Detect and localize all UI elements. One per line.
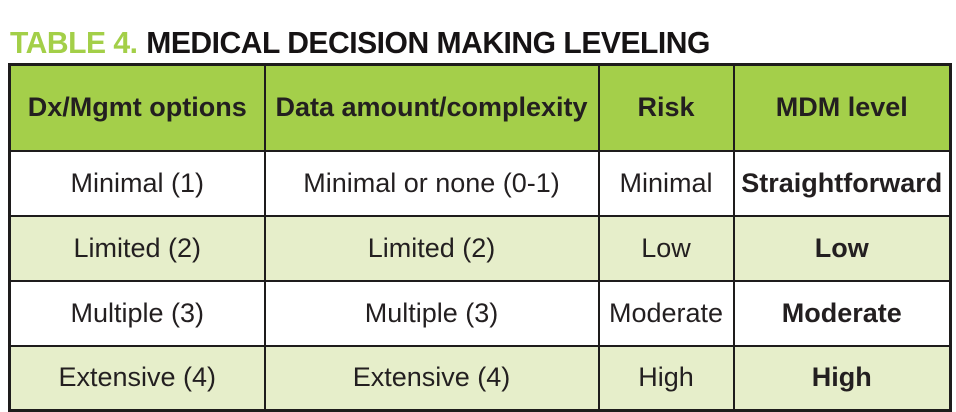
cell-data-complexity: Limited (2)	[263, 214, 600, 282]
cell-data-complexity: Extensive (4)	[263, 344, 600, 412]
table-title-number: TABLE 4.	[10, 24, 138, 60]
cell-dx-mgmt: Multiple (3)	[8, 279, 266, 347]
table-title: TABLE 4. MEDICAL DECISION MAKING LEVELING	[10, 25, 710, 61]
col-header-mdm-level: MDM level	[732, 63, 952, 152]
table-row-high: Extensive (4) Extensive (4) High High	[8, 344, 952, 412]
table-row-moderate: Multiple (3) Multiple (3) Moderate Moder…	[8, 279, 952, 347]
cell-data-complexity: Minimal or none (0-1)	[263, 149, 600, 217]
cell-dx-mgmt: Limited (2)	[8, 214, 266, 282]
col-header-data-amount-complexity: Data amount/complexity	[263, 63, 600, 152]
cell-risk: Low	[597, 214, 735, 282]
mdm-leveling-table: Dx/Mgmt options Data amount/complexity R…	[8, 63, 952, 412]
cell-risk: Moderate	[597, 279, 735, 347]
cell-dx-mgmt: Extensive (4)	[8, 344, 266, 412]
col-header-risk: Risk	[597, 63, 735, 152]
cell-mdm-level: Straightforward	[732, 149, 952, 217]
table-row-straightforward: Minimal (1) Minimal or none (0-1) Minima…	[8, 149, 952, 217]
cell-mdm-level: High	[732, 344, 952, 412]
cell-mdm-level: Low	[732, 214, 952, 282]
cell-risk: Minimal	[597, 149, 735, 217]
col-header-dx-mgmt-options: Dx/Mgmt options	[8, 63, 266, 152]
table-title-text: MEDICAL DECISION MAKING LEVELING	[146, 24, 710, 60]
table-row-low: Limited (2) Limited (2) Low Low	[8, 214, 952, 282]
cell-data-complexity: Multiple (3)	[263, 279, 600, 347]
cell-mdm-level: Moderate	[732, 279, 952, 347]
cell-dx-mgmt: Minimal (1)	[8, 149, 266, 217]
cell-risk: High	[597, 344, 735, 412]
header-row: Dx/Mgmt options Data amount/complexity R…	[8, 63, 952, 152]
